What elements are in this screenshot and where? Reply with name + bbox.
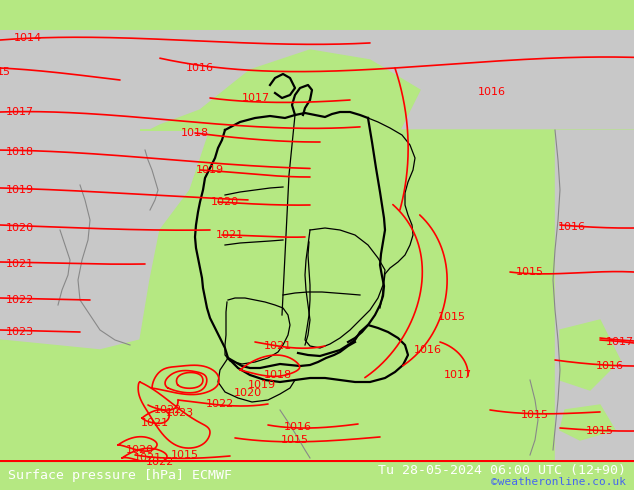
Text: 1018: 1018 [6, 147, 34, 157]
Text: 1020: 1020 [211, 197, 239, 207]
Text: 1017: 1017 [606, 337, 634, 347]
Polygon shape [560, 320, 620, 390]
Text: 1018: 1018 [181, 128, 209, 138]
Polygon shape [0, 30, 634, 130]
Text: 1016: 1016 [596, 361, 624, 371]
Text: 1018: 1018 [264, 370, 292, 380]
Text: 1022: 1022 [154, 405, 182, 415]
Text: 1019: 1019 [248, 380, 276, 390]
Text: 1022: 1022 [6, 295, 34, 305]
Text: 1023: 1023 [166, 408, 194, 418]
Text: 1022: 1022 [146, 457, 174, 467]
Text: 1020: 1020 [126, 445, 154, 455]
Text: 1015: 1015 [171, 450, 199, 460]
Polygon shape [555, 130, 634, 460]
Text: 1016: 1016 [284, 422, 312, 432]
Text: 1014: 1014 [14, 33, 42, 43]
Text: 1021: 1021 [264, 341, 292, 351]
Text: ©weatheronline.co.uk: ©weatheronline.co.uk [491, 477, 626, 487]
Text: 1017: 1017 [6, 107, 34, 117]
Polygon shape [530, 30, 634, 460]
Polygon shape [560, 405, 615, 440]
Text: 1015: 1015 [438, 312, 466, 322]
Text: 1019: 1019 [6, 185, 34, 195]
Polygon shape [0, 130, 634, 460]
Polygon shape [0, 30, 210, 350]
Text: 1016: 1016 [558, 222, 586, 232]
Text: 1021: 1021 [134, 453, 162, 463]
Text: 1021: 1021 [216, 230, 244, 240]
Text: 1015: 1015 [516, 267, 544, 277]
Text: 1017: 1017 [444, 370, 472, 380]
Text: 1016: 1016 [186, 63, 214, 73]
Text: 1022: 1022 [206, 399, 234, 409]
Text: 1016: 1016 [414, 345, 442, 355]
Polygon shape [490, 40, 555, 85]
Text: 1015: 1015 [521, 410, 549, 420]
Text: Surface pressure [hPa] ECMWF: Surface pressure [hPa] ECMWF [8, 468, 232, 482]
Text: Tu 28-05-2024 06:00 UTC (12+90): Tu 28-05-2024 06:00 UTC (12+90) [378, 464, 626, 476]
Text: 1015: 1015 [281, 435, 309, 445]
Text: 1021: 1021 [6, 259, 34, 269]
Text: 1020: 1020 [234, 388, 262, 398]
Text: 1015: 1015 [586, 426, 614, 436]
Polygon shape [150, 50, 420, 130]
Text: 1020: 1020 [6, 223, 34, 233]
Text: 1019: 1019 [196, 165, 224, 175]
Text: 1023: 1023 [6, 327, 34, 337]
Text: 1017: 1017 [242, 93, 270, 103]
Text: 1021: 1021 [141, 418, 169, 428]
Text: 15: 15 [0, 67, 11, 77]
Text: 1016: 1016 [478, 87, 506, 97]
Polygon shape [370, 30, 634, 130]
